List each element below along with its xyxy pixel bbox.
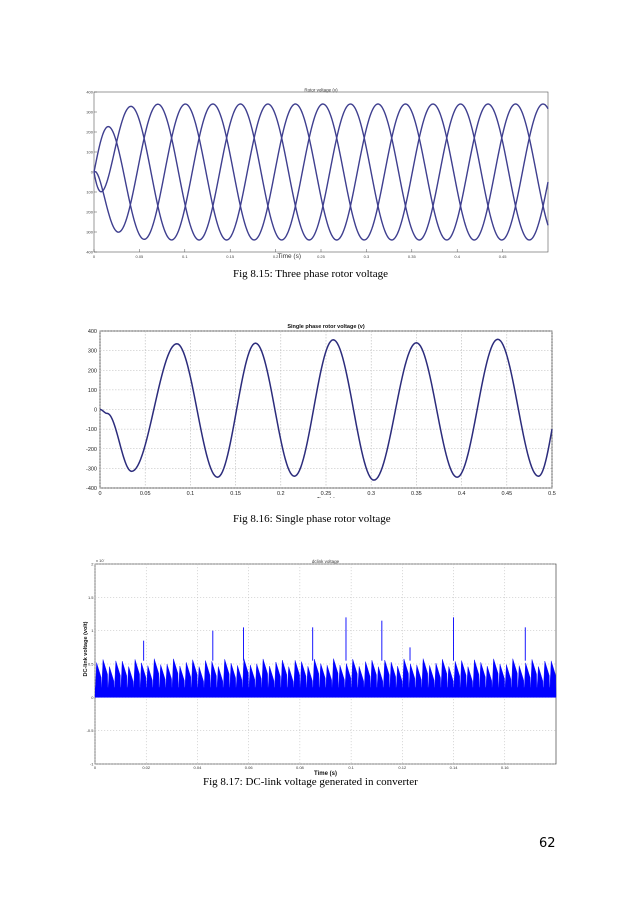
series-line-single-phase bbox=[99, 338, 553, 481]
x-tick-label: 0 bbox=[98, 491, 101, 497]
x-tick-label: 0.02 bbox=[142, 765, 151, 770]
x-tick-label: 0.4 bbox=[454, 254, 460, 259]
y-tick-label: -300 bbox=[86, 230, 94, 235]
x-tick-label: 0.16 bbox=[501, 765, 510, 770]
x-tick-label: 0.15 bbox=[230, 491, 241, 497]
y-tick-label: 1.5 bbox=[88, 595, 94, 600]
x-tick-label: 0.05 bbox=[136, 254, 145, 259]
y-tick-label: 100 bbox=[88, 388, 97, 394]
y-tick-label: 0 bbox=[94, 408, 97, 414]
y-tick-label: -100 bbox=[86, 427, 97, 433]
x-tick-label: 0.2 bbox=[277, 491, 285, 497]
y-tick-label: 400 bbox=[88, 329, 97, 335]
chart-title: dclink voltage bbox=[312, 559, 340, 564]
x-tick-label: 0.4 bbox=[458, 491, 466, 497]
y-tick-label: 300 bbox=[86, 110, 93, 115]
x-tick-label: 0.35 bbox=[411, 491, 422, 497]
y-tick-label: 100 bbox=[86, 150, 93, 155]
y-tick-label: -200 bbox=[86, 210, 94, 215]
y-tick-label: 400 bbox=[86, 90, 93, 95]
x-tick-label: 0.25 bbox=[317, 254, 326, 259]
y-axis-label: DC-link voltage (volt) bbox=[83, 621, 89, 676]
figure-dc-link-voltage: 2 1.5 1 0.5 0 -0.5 -1 0 0.02 0.04 0.06 0.08 0.1 0.12 0… bbox=[80, 556, 562, 783]
x-tick-label: 0.06 bbox=[245, 765, 254, 770]
figure-three-phase-rotor-voltage: Rotor voltage (v) -400 -300 -200 -100 0 100 200… bbox=[85, 86, 556, 269]
x-tick-label: 0.1 bbox=[182, 254, 188, 259]
x-tick-label: 0.35 bbox=[408, 254, 417, 259]
page-number: 62 bbox=[539, 836, 556, 851]
x-tick-label: 0.25 bbox=[321, 491, 332, 497]
x-axis-label: Time (s) bbox=[277, 253, 301, 260]
x-tick-label: 0.1 bbox=[348, 765, 354, 770]
x-axis-label: Time (s) bbox=[317, 497, 335, 498]
x-tick-label: 0.45 bbox=[501, 491, 512, 497]
figure-caption-8-15: Fig 8.15: Three phase rotor voltage bbox=[233, 268, 388, 280]
x-tick-label: 0.08 bbox=[296, 765, 305, 770]
y-tick-label: 0 bbox=[91, 170, 94, 175]
x-tick-label: 0.05 bbox=[140, 491, 151, 497]
x-tick-label: 0.45 bbox=[499, 254, 508, 259]
plot-area bbox=[93, 91, 549, 253]
three-phase-rotor-voltage-chart: Rotor voltage (v) -400 -300 -200 -100 0 100 200… bbox=[85, 88, 549, 260]
series-line-phase-1 bbox=[93, 103, 549, 241]
dc-link-voltage-chart: 21.510.50-0.5-10 0.02 0.04 0.06 0.08 0.1 0.12 0… bbox=[83, 558, 557, 777]
y-tick-label: -0.5 bbox=[87, 728, 95, 733]
x-tick-label: 0 bbox=[94, 765, 97, 770]
y-tick-label: 1 bbox=[91, 628, 94, 633]
x-tick-label: 0.14 bbox=[450, 765, 459, 770]
y-tick-label: 2 bbox=[91, 562, 94, 567]
x-tick-label: 0.1 bbox=[187, 491, 195, 497]
x-tick-label: 0.3 bbox=[364, 254, 370, 259]
figure-caption-8-16: Fig 8.16: Single phase rotor voltage bbox=[233, 513, 391, 525]
y-tick-label: -1 bbox=[90, 762, 94, 767]
series-line-phase-2 bbox=[93, 103, 549, 241]
y-tick-label: -100 bbox=[86, 190, 94, 195]
x-tick-label: 0.15 bbox=[226, 254, 235, 259]
y-tick-label: 0.5 bbox=[88, 662, 94, 667]
series-line-phase-3 bbox=[93, 103, 549, 241]
figure-caption-8-17: Fig 8.17: DC-link voltage generated in c… bbox=[203, 776, 418, 788]
x-tick-label: 0.12 bbox=[398, 765, 407, 770]
x-tick-label: 0.04 bbox=[194, 765, 203, 770]
y-tick-label: -400 bbox=[86, 250, 94, 255]
dc-link-voltage-base bbox=[95, 687, 556, 698]
x-tick-label: 0.5 bbox=[548, 491, 556, 497]
x-axis-label: Time (s) bbox=[314, 771, 337, 777]
figure-single-phase-rotor-voltage: 400 300 200 100 0 -100 -200 -300 -400 0 0.05 0.1 0.1… bbox=[80, 318, 558, 503]
y-tick-label: 0 bbox=[91, 695, 94, 700]
y-tick-label: -300 bbox=[86, 466, 97, 472]
chart-title: Rotor voltage (v) bbox=[304, 88, 338, 93]
y-tick-label: 200 bbox=[88, 368, 97, 374]
y-tick-label: 200 bbox=[86, 130, 93, 135]
x-tick-label: 0 bbox=[93, 254, 96, 259]
chart-title: Single phase rotor voltage (v) bbox=[287, 324, 364, 330]
x-tick-label: 0.2 bbox=[273, 254, 279, 259]
y-tick-label: -200 bbox=[86, 447, 97, 453]
axis-exponent-label: x 10´ bbox=[96, 558, 105, 563]
x-tick-label: 0.3 bbox=[367, 491, 375, 497]
y-tick-label: 300 bbox=[88, 349, 97, 355]
y-tick-label: -400 bbox=[86, 486, 97, 492]
